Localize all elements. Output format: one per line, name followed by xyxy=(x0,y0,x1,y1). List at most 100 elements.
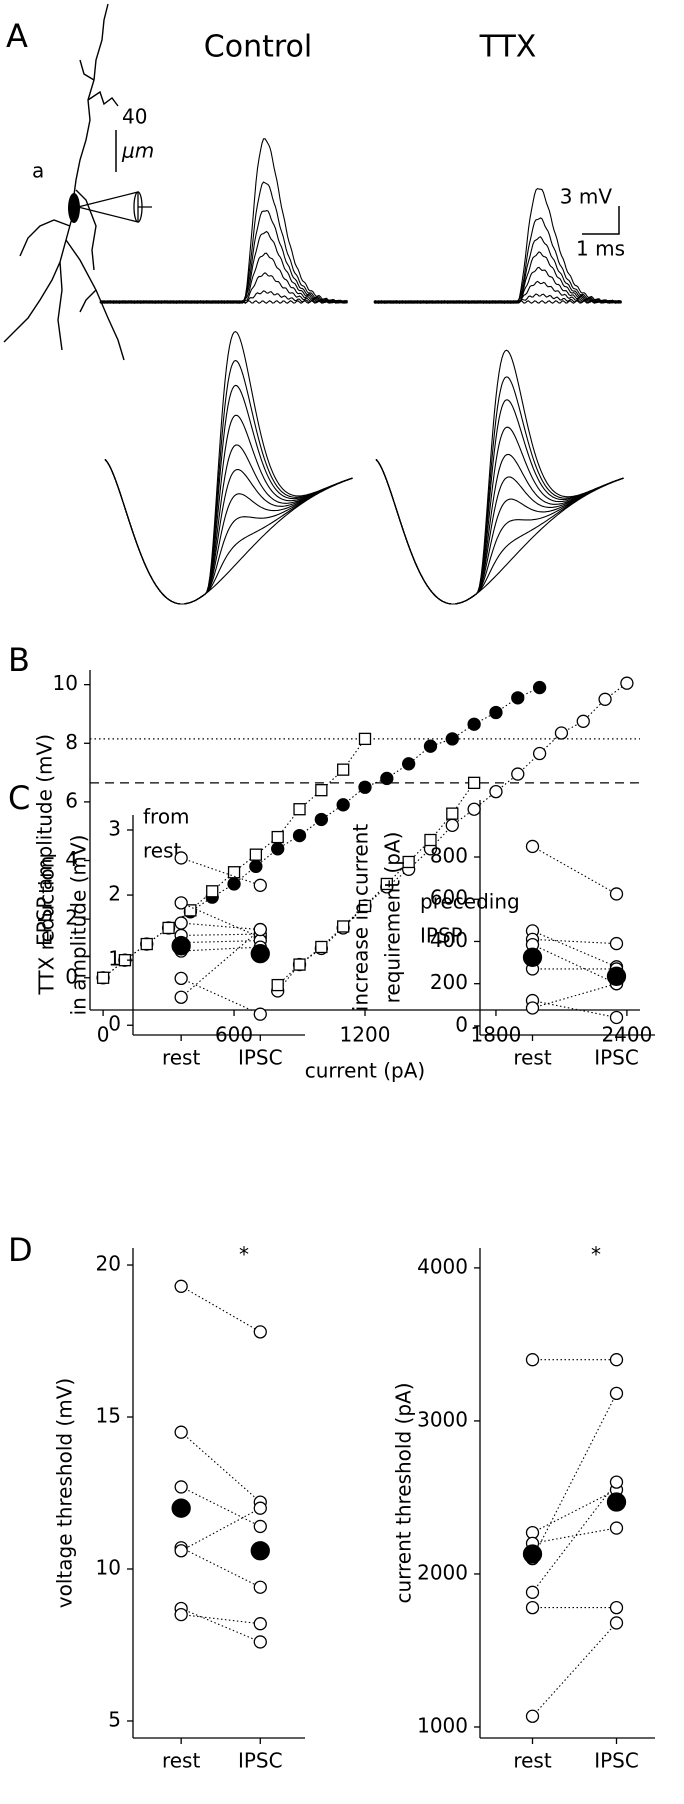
pair-line xyxy=(181,946,261,952)
marker xyxy=(140,937,153,951)
panel-label: D xyxy=(8,1231,33,1269)
marker xyxy=(315,784,328,797)
y-axis-label: requirement (pA) xyxy=(381,832,405,1004)
trace xyxy=(104,414,353,605)
marker xyxy=(315,940,328,954)
marker xyxy=(174,971,188,986)
pipette-tip xyxy=(133,191,143,223)
marker xyxy=(206,885,219,898)
y-tick-label: 4 xyxy=(65,847,78,871)
marker xyxy=(358,899,372,913)
marker xyxy=(609,936,624,951)
y-tick-label: 3 xyxy=(108,816,121,840)
marker xyxy=(525,1353,540,1367)
marker xyxy=(606,966,627,986)
pair-line xyxy=(181,940,261,944)
pair-line xyxy=(532,1527,617,1544)
y-tick-label: 6 xyxy=(65,788,78,812)
marker xyxy=(249,848,263,861)
marker xyxy=(522,947,543,967)
pair-line xyxy=(532,983,617,1009)
trace xyxy=(375,426,624,605)
pair-line xyxy=(532,944,617,985)
pair-line xyxy=(180,1547,261,1588)
marker xyxy=(174,1480,188,1494)
marker xyxy=(554,726,569,740)
pair-line xyxy=(180,902,261,938)
pair-line xyxy=(181,933,261,936)
marker xyxy=(358,732,372,746)
marker xyxy=(314,812,328,827)
trace xyxy=(99,181,348,304)
marker xyxy=(620,676,634,690)
trace xyxy=(104,459,353,605)
marker xyxy=(249,859,263,874)
annotation: * xyxy=(239,1243,249,1267)
trace xyxy=(375,453,624,605)
marker xyxy=(174,896,188,910)
pipette xyxy=(77,191,152,223)
marker xyxy=(174,916,188,930)
column-title: Control xyxy=(204,30,312,65)
marker xyxy=(227,866,241,879)
trace xyxy=(99,300,348,304)
marker xyxy=(525,1709,540,1723)
marker xyxy=(402,855,415,869)
trace xyxy=(375,459,624,605)
marker xyxy=(423,739,438,753)
marker xyxy=(598,692,612,706)
marker xyxy=(271,842,285,856)
column-title: TTX xyxy=(479,30,537,65)
series-line xyxy=(277,782,475,986)
y-axis-label: voltage threshold (mV) xyxy=(53,1378,77,1608)
y-tick-label: 0 xyxy=(65,964,78,988)
axon-label: a xyxy=(32,159,44,183)
marker xyxy=(174,990,188,1004)
marker xyxy=(293,803,306,816)
y-axis-label: EPSP amplitude (mV) xyxy=(33,734,57,946)
traces xyxy=(99,138,624,605)
marker xyxy=(511,767,525,781)
pair-line xyxy=(181,1614,261,1625)
marker xyxy=(337,763,350,776)
marker xyxy=(609,887,624,901)
pair-line xyxy=(532,1393,617,1559)
annotation: from xyxy=(143,805,190,829)
marker xyxy=(467,717,481,731)
trace xyxy=(375,399,624,605)
marker xyxy=(609,1521,624,1535)
y-tick-label: 10 xyxy=(96,1555,121,1579)
x-tick-label: IPSC xyxy=(594,1749,639,1773)
x-tick-label: IPSC xyxy=(238,1749,283,1773)
marker xyxy=(489,705,503,720)
y-tick-label: 2000 xyxy=(417,1560,468,1584)
x-tick-label: rest xyxy=(162,1749,201,1773)
annotation: IPSP xyxy=(420,924,463,948)
y-tick-label: 5 xyxy=(108,1707,121,1731)
annotation: * xyxy=(591,1243,601,1267)
marker xyxy=(525,1600,540,1615)
marker xyxy=(336,798,350,812)
trace xyxy=(375,349,624,605)
marker xyxy=(609,1353,624,1367)
marker xyxy=(402,757,416,771)
y-tick-label: 2 xyxy=(65,906,78,930)
pair-line xyxy=(180,1507,261,1552)
marker xyxy=(467,802,481,816)
marker xyxy=(609,1010,624,1025)
panel-label: A xyxy=(6,17,28,55)
annotation: preceding xyxy=(420,890,520,914)
marker xyxy=(293,958,306,971)
marker xyxy=(358,780,372,794)
marker xyxy=(609,1600,624,1615)
pair-line xyxy=(532,1000,617,1019)
y-tick-label: 600 xyxy=(430,886,468,910)
x-tick-label: IPSC xyxy=(594,1046,639,1070)
marker xyxy=(184,904,197,917)
marker xyxy=(250,1541,270,1561)
marker xyxy=(532,680,547,695)
soma xyxy=(68,193,80,223)
marker xyxy=(174,1425,188,1439)
y-tick-label: 0 xyxy=(455,1012,468,1036)
y-axis-label: current threshold (pA) xyxy=(392,1382,416,1603)
